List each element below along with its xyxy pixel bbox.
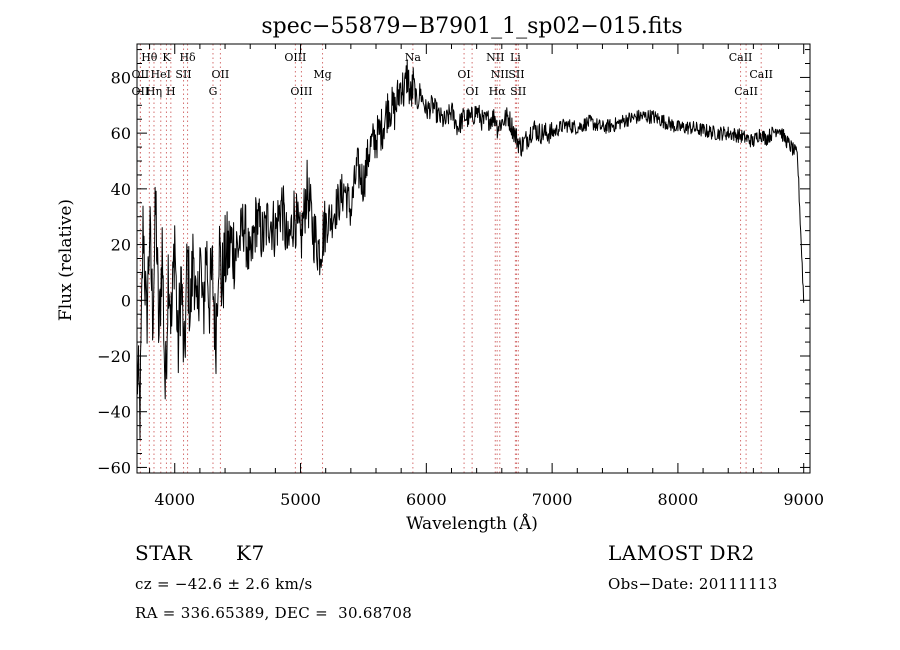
y-tick-label-40: 40 — [111, 180, 131, 199]
x-tick-label-7000: 7000 — [532, 490, 573, 509]
line-label-15: OI — [457, 68, 470, 81]
line-label-12: Mg — [313, 68, 331, 81]
x-tick-label-5000: 5000 — [280, 490, 321, 509]
redshift-value: cz = −42.6 ± 2.6 km/s — [135, 575, 313, 593]
line-label-11: OIII — [284, 51, 306, 64]
y-tick-label--40: −40 — [97, 403, 131, 422]
y-tick-label-20: 20 — [111, 236, 131, 255]
line-label-21: Hα — [489, 85, 507, 98]
line-label-13: OIII — [290, 85, 312, 98]
line-label-3: OII — [132, 68, 150, 81]
x-tick-label-6000: 6000 — [406, 490, 447, 509]
line-label-18: Li — [510, 51, 521, 64]
line-label-17: NII — [486, 51, 504, 64]
line-label-25: CaII — [734, 85, 758, 98]
chart-title: spec−55879−B7901_1_sp02−015.fits — [261, 14, 682, 39]
y-tick-label-60: 60 — [111, 124, 131, 143]
survey-name: LAMOST DR2 — [608, 541, 755, 565]
spectrum-series — [136, 59, 805, 440]
line-label-2: Hδ — [179, 51, 196, 64]
line-label-23: CaII — [729, 51, 753, 64]
line-label-6: OII — [212, 68, 230, 81]
object-subclass: K7 — [236, 541, 265, 565]
axis-ticks: 4000 5000 6000 7000 8000 9000 −60 −40 −20 0 20 40 60… — [97, 44, 824, 509]
y-tick-label-80: 80 — [111, 68, 131, 87]
line-label-7: OII — [132, 85, 150, 98]
line-label-8: Hη — [146, 85, 162, 98]
line-label-10: G — [209, 85, 218, 98]
y-tick-label-0: 0 — [121, 291, 131, 310]
y-tick-label--20: −20 — [97, 347, 131, 366]
object-class: STAR — [135, 541, 193, 565]
y-tick-label--60: −60 — [97, 458, 131, 477]
line-label-24: CaII — [749, 68, 773, 81]
line-label-0: Hθ — [141, 51, 158, 64]
line-label-4: HeI — [151, 68, 171, 81]
coordinates: RA = 336.65389, DEC = 30.68708 — [135, 604, 413, 622]
line-label-19: NII — [491, 68, 509, 81]
line-label-1: K — [162, 51, 171, 64]
line-label-16: OI — [465, 85, 478, 98]
x-axis-label: Wavelength (Å) — [406, 513, 538, 534]
line-label-9: H — [166, 85, 176, 98]
obs-date: Obs−Date: 20111113 — [608, 575, 778, 593]
spectrum-line — [136, 59, 805, 440]
x-tick-label-4000: 4000 — [154, 490, 195, 509]
y-axis-label: Flux (relative) — [56, 199, 76, 321]
plot-frame — [136, 43, 811, 474]
x-tick-label-9000: 9000 — [783, 490, 824, 509]
line-label-20: SII — [508, 68, 524, 81]
x-tick-label-8000: 8000 — [658, 490, 699, 509]
line-label-22: SII — [510, 85, 526, 98]
line-label-5: SII — [175, 68, 191, 81]
line-label-14: Na — [405, 51, 422, 64]
